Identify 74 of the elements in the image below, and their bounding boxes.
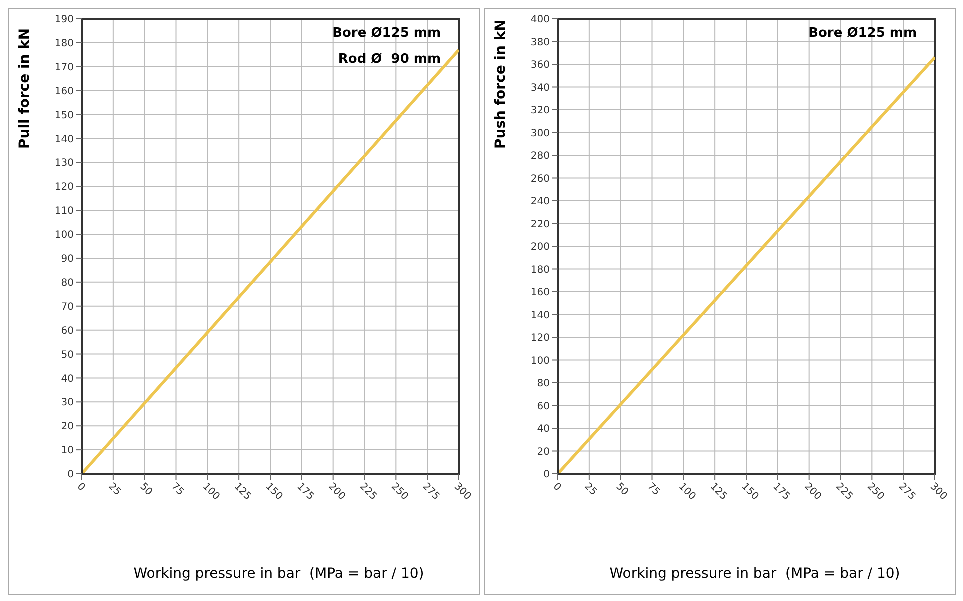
- y-tick-label: 80: [61, 278, 74, 289]
- y-tick-label: 10: [61, 446, 74, 457]
- y-tick-label: 110: [54, 206, 74, 218]
- y-tick-label: 240: [530, 196, 550, 208]
- y-tick-label: 90: [61, 254, 74, 266]
- x-tick-label: 250: [865, 481, 886, 503]
- y-tick-label: 50: [61, 350, 74, 361]
- x-tick-label: 0: [550, 481, 564, 494]
- y-tick-label: 30: [61, 398, 74, 409]
- x-tick-label: 125: [232, 481, 254, 503]
- y-tick-label: 20: [61, 422, 74, 433]
- y-tick-label: 40: [537, 424, 550, 436]
- annotation: Rod Ø 90 mm: [337, 51, 441, 69]
- y-tick-label: 360: [530, 60, 550, 72]
- x-tick-label: 150: [263, 481, 285, 503]
- x-tick-label: 200: [802, 481, 824, 503]
- annotation: Bore Ø125 mm: [808, 25, 917, 43]
- x-tick-label: 175: [770, 481, 792, 503]
- x-tick-label: 0: [74, 481, 88, 494]
- y-tick-label: 180: [54, 38, 74, 50]
- x-tick-label: 50: [614, 481, 630, 498]
- x-tick-label: 300: [928, 481, 950, 503]
- x-tick-label: 75: [645, 481, 662, 498]
- x-tick-label: 75: [169, 481, 186, 498]
- y-tick-label: 40: [61, 374, 74, 385]
- x-axis-title: Working pressure in bar (MPa = bar / 10): [132, 566, 426, 582]
- y-tick-label: 320: [530, 106, 550, 117]
- y-tick-label: 80: [537, 378, 550, 390]
- y-tick-label: 340: [530, 82, 550, 94]
- x-tick-label: 275: [896, 481, 918, 503]
- x-tick-label: 50: [138, 481, 154, 498]
- x-axis-title: Working pressure in bar (MPa = bar / 10): [608, 566, 902, 582]
- y-tick-label: 140: [54, 134, 74, 146]
- y-tick-label: 120: [54, 182, 74, 194]
- y-tick-label: 100: [54, 230, 74, 242]
- y-tick-label: 400: [530, 14, 550, 26]
- x-tick-label: 200: [326, 481, 348, 503]
- x-tick-label: 100: [676, 481, 698, 503]
- x-tick-label: 275: [420, 481, 442, 503]
- y-tick-label: 130: [54, 158, 74, 170]
- annotation: Bore Ø125 mm: [332, 25, 441, 43]
- x-tick-label: 125: [708, 481, 730, 503]
- y-tick-label: 220: [530, 219, 550, 230]
- y-tick-label: 100: [530, 356, 550, 367]
- x-tick-label: 225: [358, 481, 379, 503]
- y-tick-label: 170: [54, 62, 74, 74]
- y-tick-label: 190: [54, 14, 74, 26]
- y-axis-title: Push force in kN: [493, 20, 509, 149]
- y-tick-label: 120: [530, 333, 550, 344]
- x-tick-label: 100: [200, 481, 222, 503]
- y-tick-label: 140: [530, 310, 550, 322]
- x-tick-label: 150: [739, 481, 761, 503]
- x-tick-label: 225: [834, 481, 855, 503]
- y-tick-label: 70: [61, 302, 74, 313]
- x-tick-label: 300: [452, 481, 474, 503]
- y-tick-label: 380: [530, 37, 550, 48]
- y-tick-label: 160: [54, 86, 74, 98]
- y-tick-label: 60: [61, 326, 74, 337]
- y-axis-title: Pull force in kN: [17, 28, 33, 149]
- y-tick-label: 300: [530, 128, 550, 140]
- y-tick-label: 280: [530, 151, 550, 162]
- y-tick-label: 200: [530, 242, 550, 254]
- y-tick-label: 160: [530, 288, 550, 299]
- y-tick-label: 0: [544, 470, 550, 481]
- y-tick-label: 20: [537, 446, 550, 458]
- y-tick-label: 180: [530, 264, 550, 276]
- x-tick-label: 250: [389, 481, 410, 503]
- x-tick-label: 175: [294, 481, 316, 503]
- x-tick-label: 25: [106, 481, 124, 498]
- y-tick-label: 150: [54, 110, 74, 122]
- y-tick-label: 0: [68, 470, 74, 481]
- y-tick-label: 260: [530, 174, 550, 185]
- x-tick-label: 25: [582, 481, 600, 498]
- y-tick-label: 60: [537, 401, 550, 412]
